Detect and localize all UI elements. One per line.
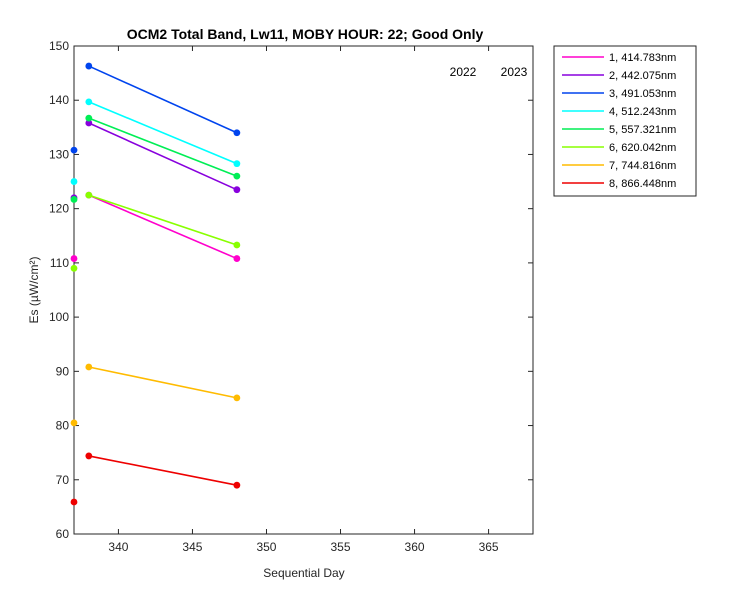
data-point: [70, 498, 78, 506]
data-point: [70, 419, 78, 427]
data-point: [70, 146, 78, 154]
year-annotation-2023: 2023: [501, 65, 528, 79]
legend-item: 3, 491.053nm: [562, 88, 676, 100]
data-point: [233, 255, 241, 262]
legend-label: 1, 414.783nm: [609, 52, 676, 64]
y-tick-label: 100: [49, 310, 69, 324]
y-tick-label: 120: [49, 202, 69, 216]
y-tick-label: 110: [50, 256, 69, 270]
year-annotation-2022: 2022: [450, 65, 477, 79]
y-axis-label: Es (µW/cm²): [27, 257, 41, 324]
series-7: [70, 363, 241, 427]
x-axis-label: Sequential Day: [263, 566, 344, 580]
x-tick-label: 350: [256, 540, 276, 554]
series-line: [88, 117, 238, 177]
y-tick-label: 150: [49, 39, 69, 53]
y-tick-label: 140: [49, 93, 69, 107]
legend-label: 7, 744.816nm: [609, 160, 676, 172]
legend-item: 7, 744.816nm: [562, 160, 676, 172]
y-tick-label: 80: [56, 419, 70, 433]
series-5: [70, 114, 241, 203]
x-tick-label: 355: [331, 540, 351, 554]
data-point: [233, 172, 241, 180]
legend-label: 6, 620.042nm: [609, 142, 676, 154]
legend: [553, 45, 697, 197]
x-tick-label: 360: [405, 540, 425, 554]
data-point: [70, 196, 78, 203]
series-8: [70, 452, 241, 506]
series-1: [70, 191, 241, 262]
series-layer: [70, 62, 241, 506]
legend-label: 5, 557.321nm: [609, 124, 676, 136]
series-3: [70, 62, 241, 154]
data-point: [70, 178, 78, 185]
data-point: [85, 119, 93, 127]
y-tick-label: 90: [56, 364, 70, 378]
data-point: [85, 62, 93, 70]
plot-area: [73, 45, 534, 535]
data-point: [70, 255, 78, 262]
legend-label: 8, 866.448nm: [609, 178, 676, 190]
series-line: [88, 65, 238, 134]
data-point: [85, 191, 93, 199]
legend-item: 1, 414.783nm: [562, 52, 676, 64]
x-tick-label: 340: [108, 540, 128, 554]
series-line: [88, 455, 238, 486]
series-line: [88, 366, 238, 399]
series-6: [70, 191, 241, 272]
y-tick-label: 130: [49, 147, 69, 161]
legend-label: 4, 512.243nm: [609, 106, 676, 118]
legend-item: 2, 442.075nm: [562, 70, 676, 82]
legend-item: 8, 866.448nm: [562, 178, 676, 190]
chart-title: OCM2 Total Band, Lw11, MOBY HOUR: 22; Go…: [127, 26, 484, 42]
x-tick-label: 345: [182, 540, 202, 554]
data-point: [85, 363, 93, 371]
data-point: [233, 241, 241, 249]
series-line: [88, 194, 238, 246]
series-line: [88, 194, 238, 260]
legend-label: 3, 491.053nm: [609, 88, 676, 100]
data-point: [85, 114, 93, 122]
y-axis: 60 70 80 90 100 110 120 130 140 150: [49, 39, 533, 541]
series-line: [88, 122, 238, 191]
data-point: [85, 98, 93, 106]
legend-item: 4, 512.243nm: [562, 106, 676, 118]
legend-item: 6, 620.042nm: [562, 142, 676, 154]
legend-items: 1, 414.783nm 2, 442.075nm 3, 491.053nm 4, 5…: [562, 52, 676, 190]
data-point: [70, 264, 78, 272]
data-point: [233, 160, 241, 168]
series-4: [70, 98, 241, 185]
data-point: [233, 394, 241, 402]
data-point: [233, 186, 241, 194]
legend-label: 2, 442.075nm: [609, 70, 676, 82]
data-point: [233, 129, 241, 137]
y-tick-label: 70: [56, 473, 70, 487]
x-tick-label: 365: [479, 540, 499, 554]
x-axis: 340 345 350 355 360 365: [108, 46, 499, 554]
series-line: [88, 101, 238, 165]
data-point: [233, 481, 241, 489]
data-point: [85, 452, 93, 460]
y-tick-label: 60: [56, 527, 70, 541]
series-2: [70, 119, 241, 202]
legend-item: 5, 557.321nm: [562, 124, 676, 136]
